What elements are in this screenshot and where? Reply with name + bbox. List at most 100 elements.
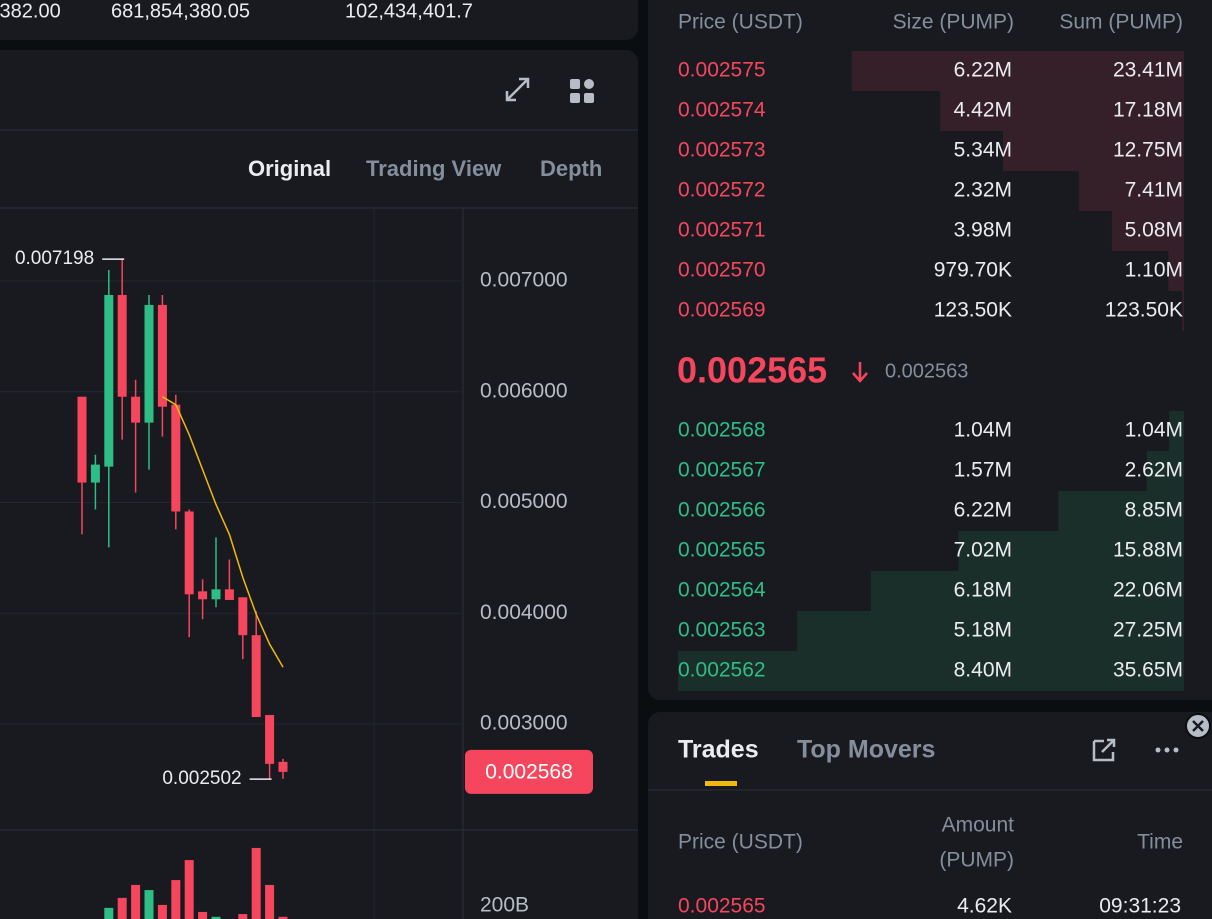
order-sum: 5.08M: [1125, 219, 1183, 242]
candle-chart: 0.007000 0.006000 0.005000 0.004000 0.003000…: [0, 248, 593, 919]
volume-bar: [238, 914, 248, 919]
order-size: 1.57M: [954, 459, 1012, 482]
candle-body: [77, 396, 87, 483]
depth-bar: [1003, 131, 1184, 171]
order-price: 0.002567: [678, 459, 766, 482]
volume-bar: [104, 907, 114, 919]
volume-bar: [184, 860, 194, 919]
order-price: 0.002569: [678, 299, 766, 322]
more-icon[interactable]: [1155, 747, 1179, 753]
expand-icon[interactable]: [505, 77, 530, 102]
volume-bar: [251, 847, 261, 919]
moving-average-line: [162, 396, 284, 668]
active-tab-indicator: [705, 781, 737, 786]
order-size: 4.42M: [954, 99, 1012, 122]
price-tick-label: 0.006000: [480, 379, 568, 402]
chart-tab[interactable]: Original: [248, 156, 331, 181]
trade-price: 0.002565: [678, 895, 766, 918]
depth-bar: [851, 51, 1184, 91]
last-price: 0.002565: [677, 350, 827, 391]
depth-bar: [1169, 411, 1184, 451]
candle-body: [198, 591, 208, 600]
order-price: 0.002571: [678, 219, 766, 242]
column-header: Price (USDT): [678, 831, 803, 854]
order-sum: 27.25M: [1113, 619, 1183, 642]
order-price: 0.002565: [678, 539, 766, 562]
order-sum: 12.75M: [1113, 139, 1183, 162]
popout-icon[interactable]: [1092, 738, 1116, 762]
volume-bar: [144, 890, 154, 919]
ticker-stat: ,382.00: [0, 0, 61, 22]
order-size: 6.18M: [954, 579, 1012, 602]
order-sum: 1.10M: [1125, 259, 1183, 282]
candle-body: [144, 304, 154, 423]
depth-bar: [1078, 171, 1184, 211]
mark-price: 0.002563: [885, 360, 968, 382]
price-tick-label: 0.007000: [480, 269, 568, 292]
column-header: Amount: [942, 814, 1015, 837]
order-sum: 35.65M: [1113, 659, 1183, 682]
order-price: 0.002566: [678, 499, 766, 522]
ticker-stat: 102,434,401.7: [345, 0, 473, 22]
order-sum: 2.62M: [1125, 459, 1183, 482]
volume-bar: [211, 916, 221, 919]
order-size: 2.32M: [954, 179, 1012, 202]
depth-bar: [1111, 211, 1184, 251]
volume-bar: [265, 884, 275, 919]
candle-body: [104, 294, 114, 467]
order-price: 0.002562: [678, 659, 766, 682]
order-price: 0.002572: [678, 179, 766, 202]
trade-time: 09:31:23: [1099, 895, 1181, 918]
order-sum: 22.06M: [1113, 579, 1183, 602]
ticker-stat: 681,854,380.05: [111, 0, 250, 22]
order-size: 5.34M: [954, 139, 1012, 162]
chart-tab[interactable]: Trading View: [366, 156, 502, 181]
ticker-panel: [0, 0, 638, 40]
annotation-label: 0.002502: [162, 768, 241, 789]
layout-icon[interactable]: [570, 77, 596, 103]
volume-area: [104, 847, 288, 919]
depth-bar: [678, 651, 1184, 691]
candle-body: [131, 396, 141, 423]
column-header: Time: [1137, 831, 1183, 854]
order-size: 6.22M: [954, 499, 1012, 522]
depth-bar: [870, 571, 1184, 611]
candle-body: [90, 464, 100, 483]
column-header: Size (PUMP): [893, 11, 1014, 34]
volume-tick-label: 200B: [480, 894, 529, 917]
order-sum: 23.41M: [1113, 59, 1183, 82]
order-book: Price (USDT) Size (PUMP) Sum (PUMP) 0.00257…: [677, 11, 1184, 691]
annotation-label: 0.007198: [15, 248, 94, 269]
volume-bar: [131, 884, 141, 919]
trades-tab[interactable]: Top Movers: [797, 736, 935, 764]
candle-body: [238, 597, 248, 636]
trades-panel: [648, 712, 1212, 919]
candle-body: [251, 635, 261, 718]
volume-bar: [278, 916, 288, 919]
depth-bar: [1146, 451, 1184, 491]
depth-bar: [1058, 491, 1184, 531]
order-sum: 17.18M: [1113, 99, 1183, 122]
volume-bar: [198, 911, 208, 919]
order-sum: 8.85M: [1125, 499, 1183, 522]
column-header: Price (USDT): [678, 11, 803, 34]
order-size: 5.18M: [954, 619, 1012, 642]
close-button[interactable]: [1185, 713, 1211, 739]
candle-body: [265, 715, 275, 764]
chart-tab[interactable]: Depth: [540, 156, 602, 181]
depth-bar: [1168, 251, 1184, 291]
price-tick-label: 0.003000: [480, 712, 568, 735]
order-size: 8.40M: [954, 659, 1012, 682]
depth-bar: [958, 531, 1184, 571]
candle-body: [171, 404, 181, 512]
volume-bar: [117, 897, 127, 919]
order-sum: 7.41M: [1125, 179, 1183, 202]
order-size: 1.04M: [954, 419, 1012, 442]
trades-tab[interactable]: Trades: [678, 736, 759, 764]
depth-bar: [940, 91, 1184, 131]
order-price: 0.002563: [678, 619, 766, 642]
order-size: 6.22M: [954, 59, 1012, 82]
candle-body: [184, 511, 194, 595]
current-price-label: 0.002568: [485, 760, 573, 783]
order-size: 7.02M: [954, 539, 1012, 562]
